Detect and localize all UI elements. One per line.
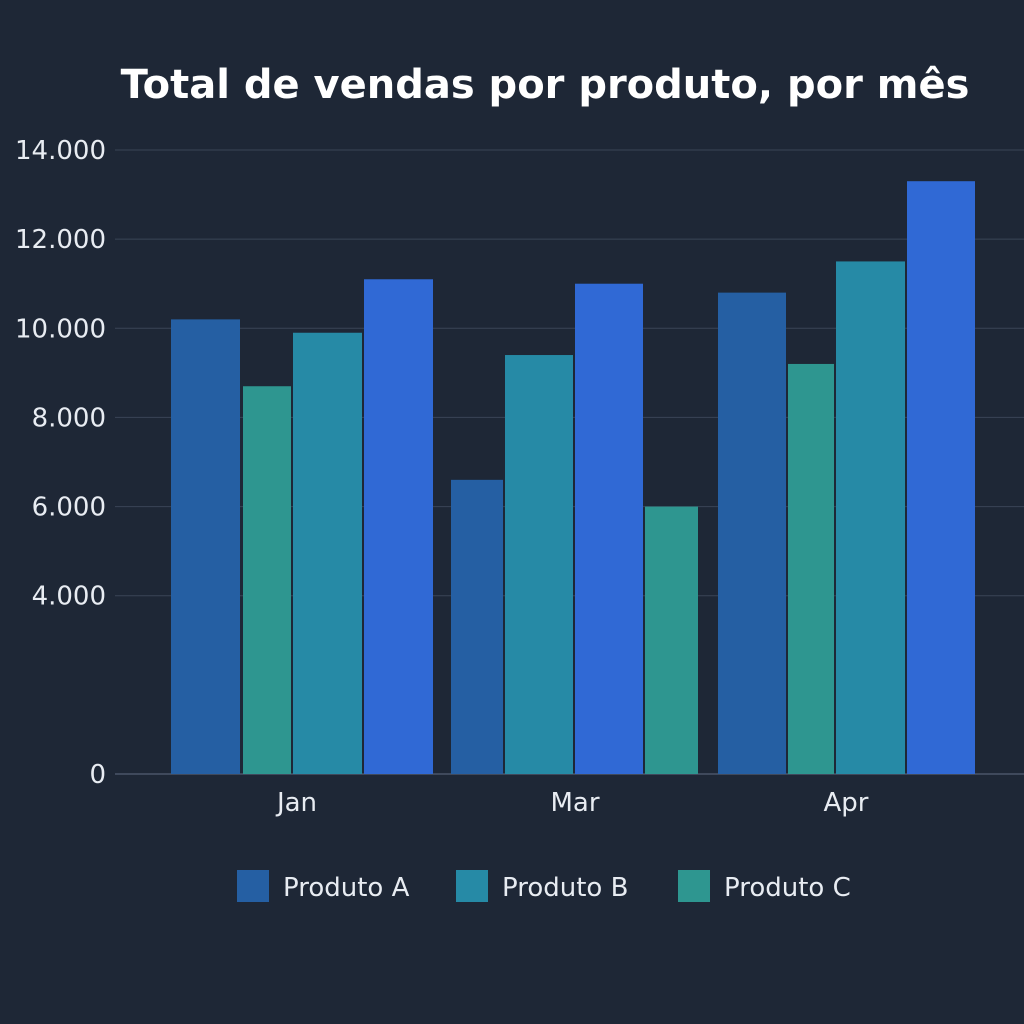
- legend-swatch: [456, 870, 488, 902]
- y-tick-label: 4.000: [32, 582, 106, 612]
- bar-mar-4: [645, 506, 698, 774]
- legend-swatch: [678, 870, 710, 902]
- bar-apr-3: [836, 261, 905, 774]
- bar-mar-2: [505, 355, 573, 774]
- bar-jan-1: [171, 319, 240, 774]
- y-tick-label: 6.000: [32, 493, 106, 523]
- y-tick-label: 10.000: [15, 314, 106, 344]
- chart-title: Total de vendas por produto, por mês: [121, 62, 970, 108]
- legend-label: Produto B: [502, 873, 628, 903]
- legend: Produto A Produto B Produto C: [237, 870, 851, 903]
- bar-mar-1: [451, 479, 503, 774]
- bar-jan-3: [293, 332, 362, 774]
- x-tick-label: Mar: [550, 788, 599, 818]
- y-tick-label: 0: [89, 760, 106, 790]
- legend-label: Produto A: [283, 873, 410, 903]
- bar-apr-1: [718, 292, 786, 774]
- bar-apr-4: [907, 181, 975, 774]
- y-tick-label: 12.000: [15, 225, 106, 255]
- bar-apr-2: [788, 363, 834, 774]
- legend-swatch: [237, 870, 269, 902]
- y-axis-ticks: 0 4.000 6.000 8.000 10.000 12.000 14.000: [15, 136, 106, 790]
- y-tick-label: 14.000: [15, 136, 106, 166]
- x-tick-label: Apr: [824, 788, 869, 818]
- bar-jan-4: [364, 279, 433, 774]
- y-tick-label: 8.000: [32, 403, 106, 433]
- x-axis-ticks: Jan Mar Apr: [275, 788, 869, 818]
- bars-layer: [171, 181, 975, 774]
- legend-label: Produto C: [724, 873, 851, 903]
- bar-mar-3: [575, 283, 643, 774]
- bar-jan-2: [243, 386, 291, 774]
- x-tick-label: Jan: [275, 788, 317, 818]
